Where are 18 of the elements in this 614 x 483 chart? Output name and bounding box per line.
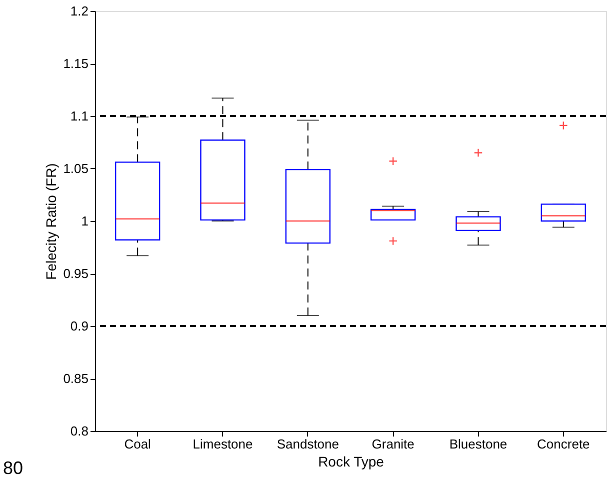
- x-axis-title: Rock Type: [318, 454, 384, 470]
- x-tick-label: Sandstone: [276, 436, 340, 452]
- x-tick-label: Limestone: [192, 436, 253, 452]
- y-tick-label: 0.95: [63, 266, 88, 281]
- x-tick-label: Bluestone: [449, 436, 508, 452]
- y-tick-label: 1.2: [70, 4, 88, 18]
- y-tick-label: 1.1: [70, 108, 88, 124]
- y-tick-label: 1.15: [63, 56, 88, 71]
- x-tick-label: Concrete: [537, 436, 590, 452]
- x-tick-label: Coal: [124, 436, 152, 452]
- y-tick-label: 1: [81, 214, 88, 228]
- x-tick-label: Granite: [372, 436, 414, 452]
- y-tick-label: 1.05: [63, 161, 88, 176]
- text: 80: [3, 458, 24, 478]
- y-tick-label: 0.9: [70, 318, 88, 334]
- y-tick-label: 0.85: [63, 371, 88, 386]
- y-axis-title: Felecity Ratio (FR): [43, 163, 60, 280]
- y-tick-label: 0.8: [70, 424, 88, 438]
